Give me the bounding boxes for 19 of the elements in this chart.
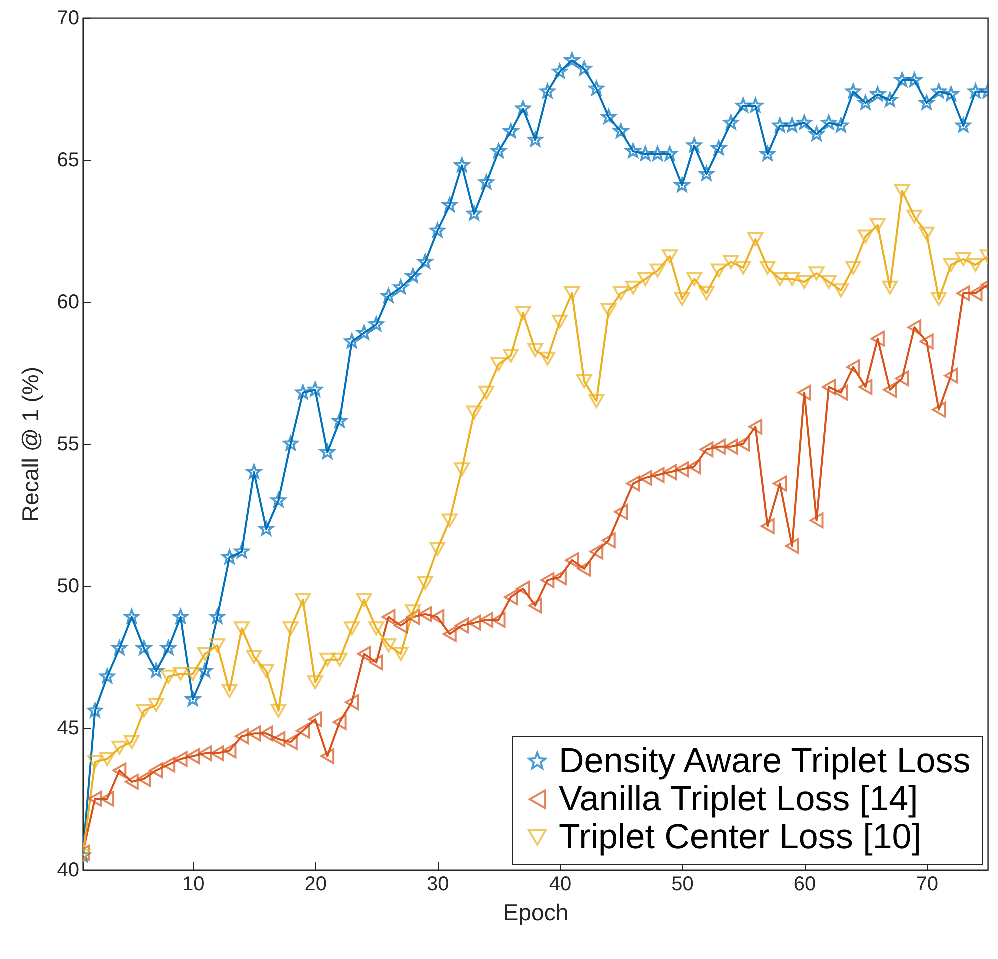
legend-label: Vanilla Triplet Loss [14]	[559, 780, 918, 818]
y-tick-label: 55	[57, 434, 80, 456]
y-tick-label: 70	[57, 8, 80, 30]
x-tick-label: 40	[549, 874, 572, 896]
legend-label: Triplet Center Loss [10]	[559, 818, 922, 856]
x-tick-label: 30	[427, 874, 450, 896]
x-tick-label: 60	[794, 874, 816, 896]
y-axis-title: Recall @ 1 (%)	[17, 367, 44, 522]
x-tick-label: 10	[182, 874, 205, 896]
y-tick-label: 50	[57, 576, 80, 598]
x-axis-title: Epoch	[503, 900, 569, 926]
y-tick-label: 60	[57, 292, 80, 314]
x-tick-label: 50	[672, 874, 694, 896]
y-tick-label: 65	[57, 150, 80, 172]
x-tick-label: 20	[304, 874, 327, 896]
y-tick-label: 40	[57, 860, 80, 882]
legend-label: Density Aware Triplet Loss	[559, 742, 971, 780]
y-tick-label: 45	[57, 718, 80, 740]
x-tick-label: 70	[916, 874, 938, 896]
